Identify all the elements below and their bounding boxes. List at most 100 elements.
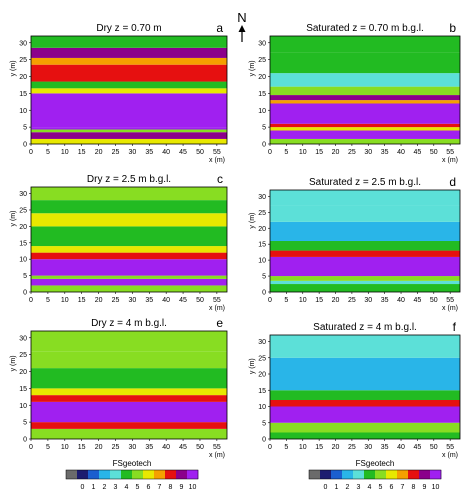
y-tick-label: 5 <box>23 125 27 132</box>
x-tick-label: 30 <box>364 444 372 451</box>
x-axis-label: x (m) <box>442 305 458 312</box>
y-axis-label: y (m) <box>10 355 17 371</box>
x-tick-label: 10 <box>299 297 307 304</box>
contour-band <box>270 52 460 74</box>
contour-band <box>31 395 227 402</box>
panel-title: Dry z = 2.5 m b.g.l. <box>87 174 171 185</box>
plot-frame <box>269 35 461 145</box>
contour-band <box>270 422 460 433</box>
colorbar-swatch <box>99 470 111 479</box>
x-tick-label: 10 <box>299 444 307 451</box>
x-tick-label: 0 <box>268 149 272 156</box>
plot-frame <box>269 334 461 440</box>
y-tick-label: 15 <box>19 240 27 247</box>
contour-band <box>270 400 460 407</box>
y-tick-label: 15 <box>258 91 266 98</box>
y-tick-label: 30 <box>19 191 27 198</box>
y-axis-label: y (m) <box>249 213 256 229</box>
x-tick-label: 45 <box>414 444 422 451</box>
y-tick-label: 15 <box>258 388 266 395</box>
contour-band <box>270 36 460 53</box>
y-tick-label: 10 <box>19 108 27 115</box>
contour-band <box>270 241 460 251</box>
contour-band <box>270 95 460 101</box>
panel-title: Dry z = 0.70 m <box>96 23 161 34</box>
x-tick-label: 40 <box>397 444 405 451</box>
x-axis-label: x (m) <box>209 305 225 312</box>
colorbar-tick-label: 2 <box>103 484 107 491</box>
y-tick-label: 15 <box>19 386 27 393</box>
colorbar-frame <box>65 469 199 480</box>
x-tick-label: 25 <box>112 444 120 451</box>
plot-frame <box>30 330 228 440</box>
panel-letter: e <box>216 316 223 330</box>
x-tick-label: 45 <box>179 297 187 304</box>
x-tick-label: 50 <box>430 149 438 156</box>
colorbar-tick-label: 6 <box>147 484 151 491</box>
x-tick-label: 50 <box>196 297 204 304</box>
x-tick-label: 35 <box>381 297 389 304</box>
contour-band <box>31 64 227 82</box>
contour-band <box>31 138 227 144</box>
x-tick-label: 55 <box>213 149 221 156</box>
x-tick-label: 50 <box>196 444 204 451</box>
colorbar-swatch <box>430 470 442 479</box>
x-tick-label: 30 <box>364 297 372 304</box>
contour-band <box>270 103 460 124</box>
contour-band <box>270 390 460 400</box>
colorbar-tick-label: 10 <box>432 484 440 491</box>
x-tick-label: 35 <box>145 297 153 304</box>
x-tick-label: 25 <box>348 444 356 451</box>
y-tick-label: 0 <box>262 290 266 297</box>
x-tick-label: 0 <box>29 297 33 304</box>
x-tick-label: 0 <box>29 149 33 156</box>
colorbar-swatch <box>154 470 166 479</box>
x-axis-label: x (m) <box>442 452 458 459</box>
x-tick-label: 30 <box>128 444 136 451</box>
panel-title: Dry z = 4 m b.g.l. <box>91 318 167 329</box>
contour-band <box>31 93 227 128</box>
contour-band <box>31 246 227 253</box>
contour-band <box>31 36 227 48</box>
x-tick-label: 45 <box>179 444 187 451</box>
x-tick-label: 20 <box>95 149 103 156</box>
x-tick-label: 0 <box>268 297 272 304</box>
colorbar-tick-label: 1 <box>92 484 96 491</box>
colorbar-swatch <box>320 470 332 479</box>
colorbar-swatch <box>397 470 409 479</box>
colorbar-swatch <box>419 470 431 479</box>
x-tick-label: 45 <box>414 297 422 304</box>
y-tick-label: 25 <box>19 57 27 64</box>
contour-band <box>270 432 460 439</box>
contour-band <box>270 256 460 277</box>
colorbar-swatch <box>88 470 100 479</box>
contour-band <box>270 280 460 285</box>
y-axis-label: y (m) <box>10 60 17 76</box>
x-tick-label: 40 <box>397 149 405 156</box>
panel-title: Saturated z = 0.70 m b.g.l. <box>306 23 424 34</box>
contour-band <box>270 127 460 131</box>
colorbar-swatch <box>386 470 398 479</box>
y-tick-label: 20 <box>19 224 27 231</box>
x-tick-label: 25 <box>348 297 356 304</box>
y-tick-label: 30 <box>19 40 27 47</box>
colorbar-swatch <box>121 470 133 479</box>
y-tick-label: 30 <box>19 335 27 342</box>
panel-letter: d <box>449 175 456 189</box>
y-tick-label: 5 <box>262 420 266 427</box>
y-axis-label: y (m) <box>10 211 17 227</box>
colorbar-tick-label: 2 <box>346 484 350 491</box>
colorbar-swatch <box>165 470 177 479</box>
y-tick-label: 20 <box>258 226 266 233</box>
contour-band <box>31 351 227 369</box>
y-tick-label: 15 <box>19 91 27 98</box>
y-tick-label: 5 <box>23 273 27 280</box>
contour-band <box>270 221 460 241</box>
colorbar-tick-label: 0 <box>324 484 328 491</box>
x-tick-label: 45 <box>179 149 187 156</box>
contour-band <box>270 357 460 374</box>
y-tick-label: 15 <box>258 242 266 249</box>
x-tick-label: 40 <box>162 297 170 304</box>
plot-frame <box>269 189 461 293</box>
